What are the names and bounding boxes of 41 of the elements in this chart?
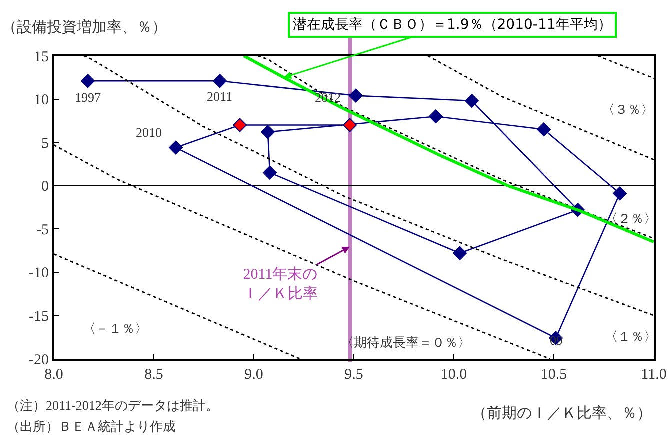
- annotation: 2010: [136, 125, 162, 140]
- y-tick-label: 15: [34, 49, 49, 66]
- x-tick-label: 8.5: [144, 367, 164, 383]
- y-tick-label: -5: [36, 222, 49, 238]
- x-tick-label: 11.0: [641, 367, 667, 383]
- y-tick-label: 10: [34, 92, 49, 109]
- x-tick-label: 10.5: [540, 367, 568, 383]
- text: （注）2011-2012年のデータは推計。: [7, 398, 219, 413]
- point: [81, 74, 95, 88]
- point: [343, 118, 357, 132]
- y-tick-label: 5: [42, 136, 49, 152]
- point: [537, 122, 551, 137]
- point: [233, 118, 247, 132]
- x-tick-label: 9.5: [344, 367, 364, 383]
- y-tick-label: -15: [29, 308, 49, 325]
- annotation: 1997: [75, 90, 102, 105]
- point: [453, 246, 467, 260]
- point: [465, 94, 479, 108]
- point: [213, 74, 227, 88]
- annotation: 〈－１％〉: [83, 321, 148, 336]
- x-tick-label: 9.0: [244, 367, 264, 383]
- annotation: 〈２％〉: [605, 211, 657, 226]
- y-tick-label: 0: [42, 179, 49, 196]
- point: [261, 125, 275, 140]
- y-axis-title: （設備投資増加率、％）: [2, 19, 167, 36]
- point: [263, 166, 277, 180]
- y-tick-label: -20: [29, 352, 49, 368]
- x-tick-label: 8.0: [44, 367, 64, 383]
- annotation: 2011: [207, 89, 233, 104]
- point: [613, 186, 627, 201]
- point: [429, 110, 443, 124]
- x-axis-title: （前期のＩ／Ｋ比率、％）: [472, 405, 652, 422]
- ref-line-label: 2011年末のＩ／Ｋ比率: [243, 266, 318, 302]
- point: [169, 140, 183, 155]
- x-tick-label: 10.0: [440, 367, 468, 383]
- annotation: 〈１％〉: [605, 329, 657, 344]
- text: （出所）ＢＥＡ統計より作成: [7, 419, 176, 434]
- y-tick-label: -10: [29, 266, 49, 282]
- point: [349, 88, 363, 103]
- annotation: 〈３％〉: [602, 102, 654, 117]
- text: 潜在成長率（ＣＢＯ）＝1.9％（2010-11年平均）: [293, 17, 612, 33]
